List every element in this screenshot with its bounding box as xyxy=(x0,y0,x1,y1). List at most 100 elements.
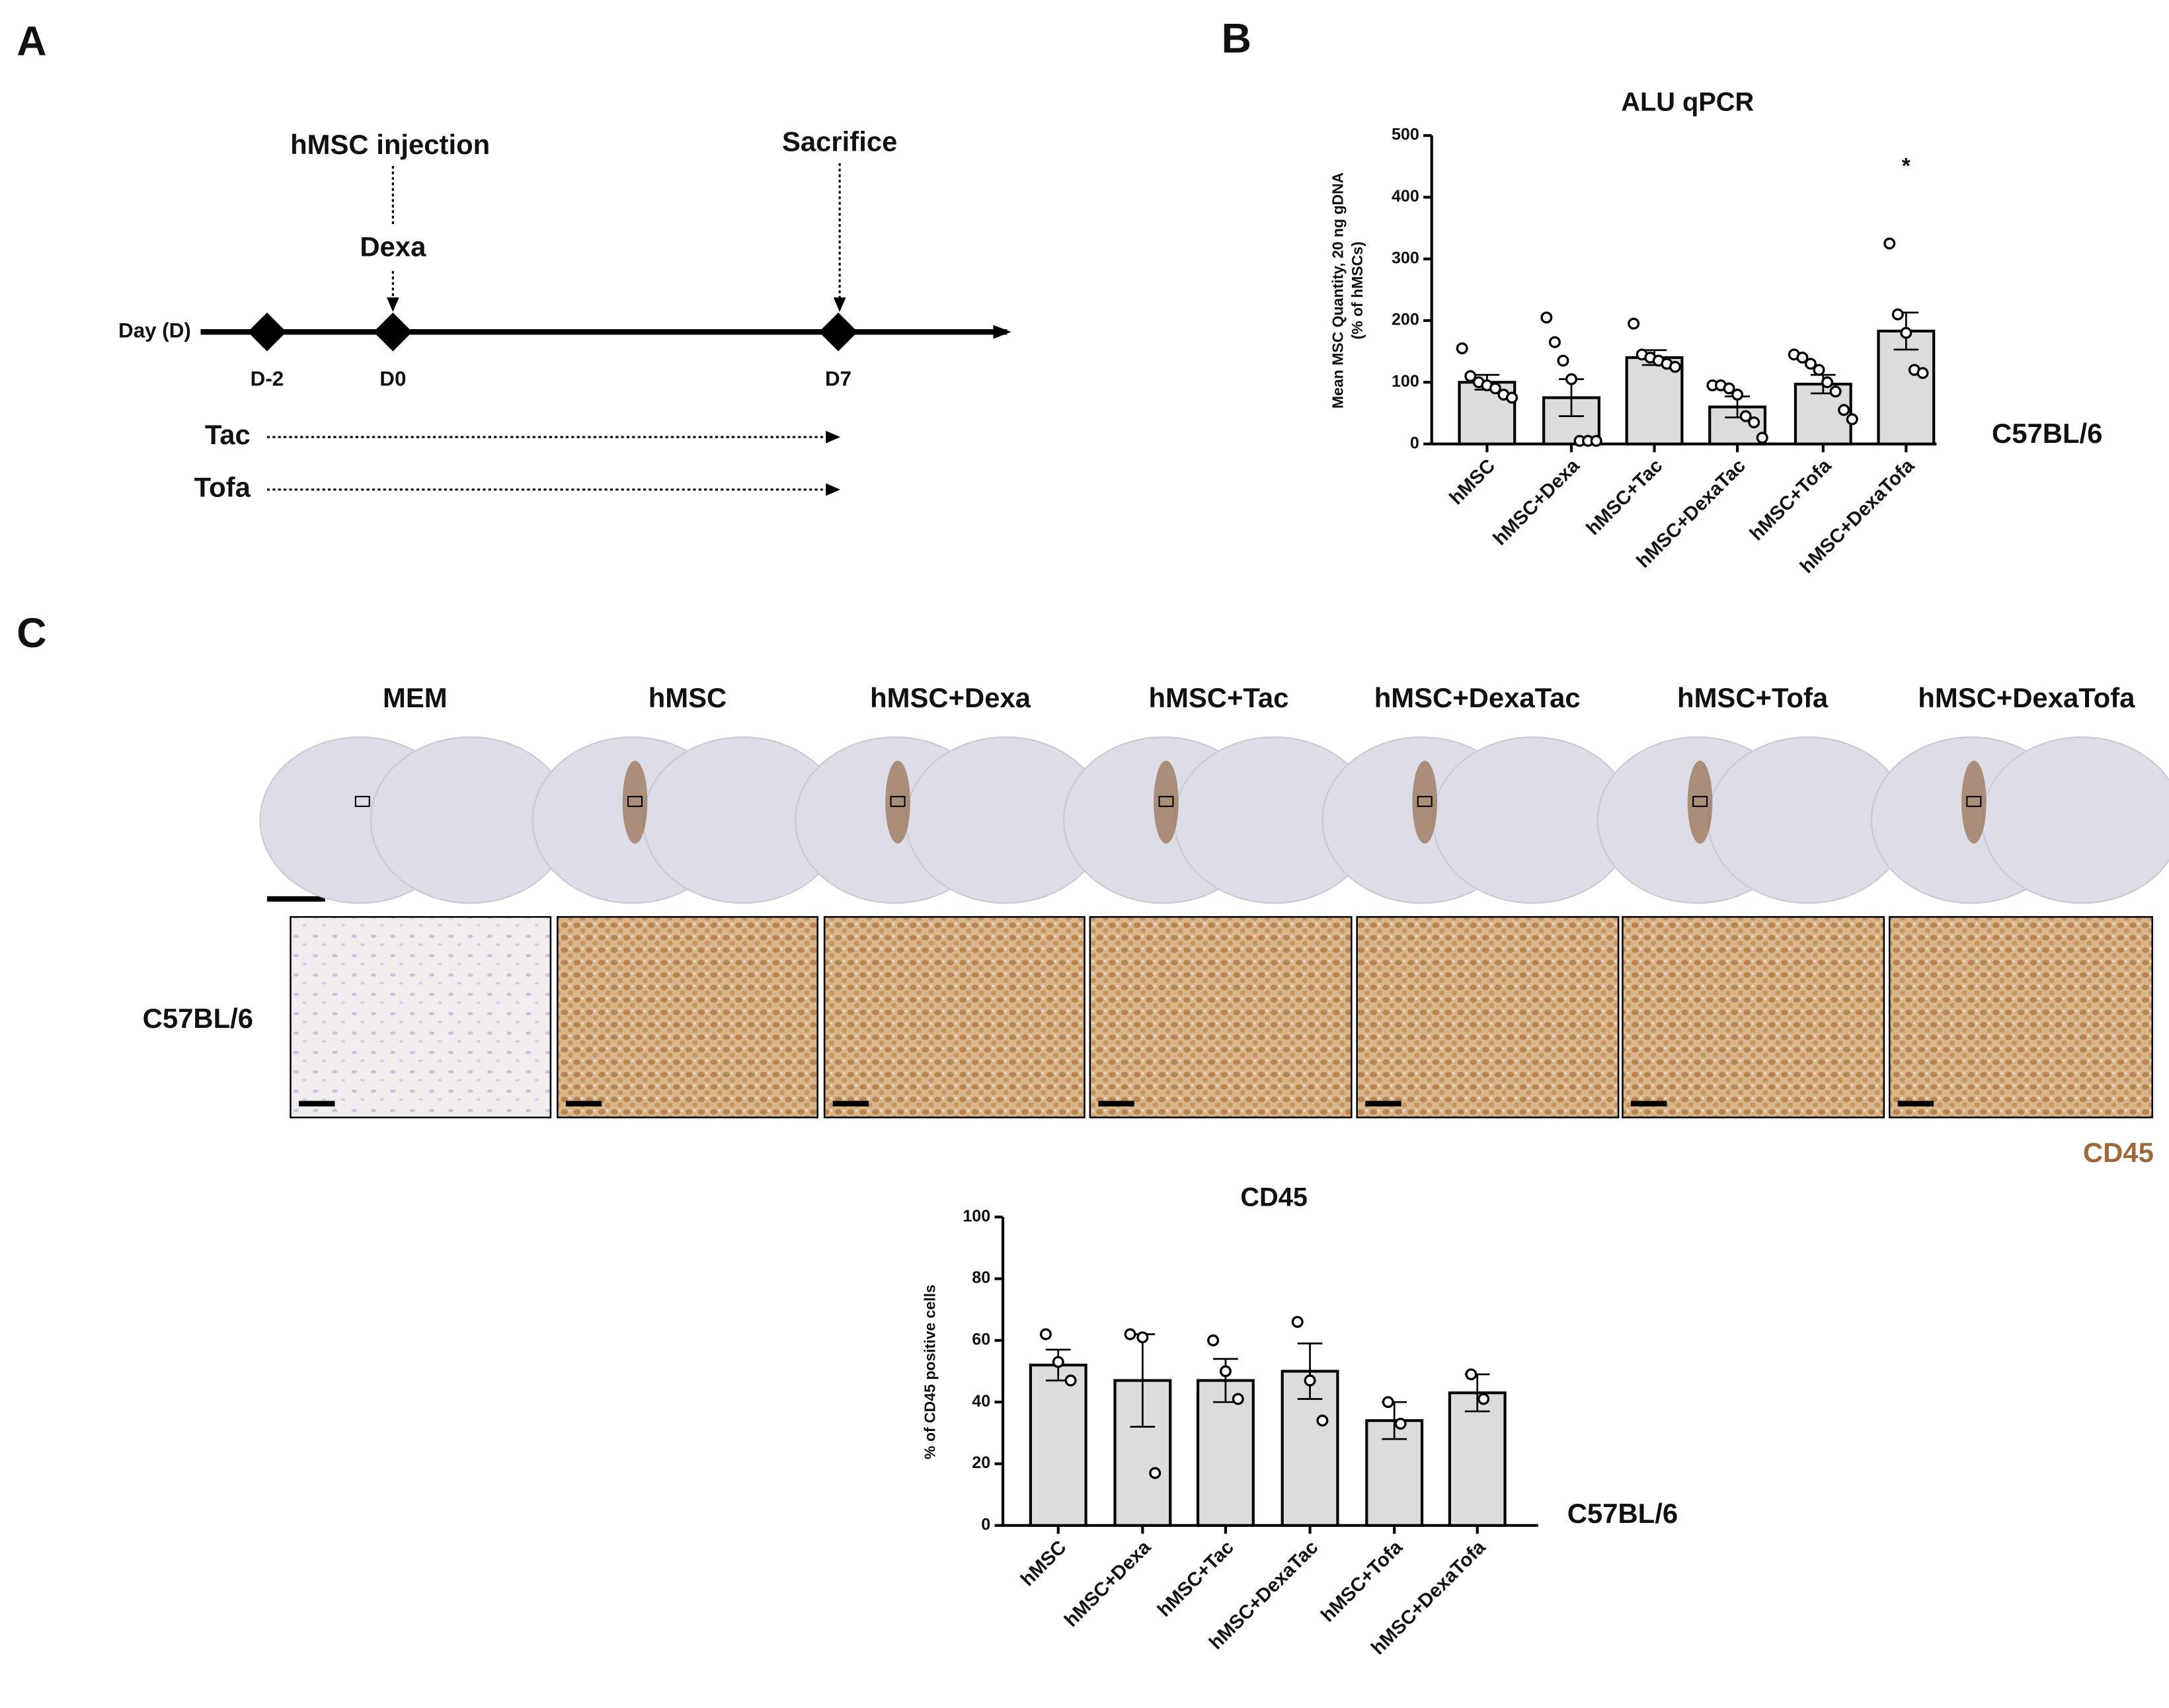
chart-title: CD45 xyxy=(1240,1183,1308,1212)
treatment-label: Tac xyxy=(205,419,251,450)
x-tick-label: hMSC+Tofa xyxy=(1745,455,1836,545)
data-point xyxy=(1590,434,1602,447)
y-axis-label: % of CD45 positive cells xyxy=(921,1284,938,1459)
significance-label: * xyxy=(1902,154,1911,178)
column-header: MEM xyxy=(383,682,448,713)
data-point xyxy=(1064,1374,1077,1387)
micrograph xyxy=(1089,915,1353,1118)
y-tick-label: 200 xyxy=(1392,311,1419,329)
column-header: hMSC+Tofa xyxy=(1677,682,1829,713)
y-tick-label: 300 xyxy=(1392,249,1419,267)
y-tick-label: 20 xyxy=(972,1454,990,1472)
day-marker xyxy=(247,312,287,352)
data-point xyxy=(1316,1415,1329,1427)
injection-site xyxy=(1687,760,1713,844)
data-point xyxy=(1796,351,1809,364)
day-label: D-2 xyxy=(251,368,284,391)
y-tick-label: 400 xyxy=(1392,187,1419,206)
column-header: hMSC+DexaTofa xyxy=(1918,682,2135,713)
day-label: D7 xyxy=(825,368,851,391)
chart-title: ALU qPCR xyxy=(1621,87,1754,116)
x-tick-label: hMSC+Dexa xyxy=(1060,1536,1156,1631)
y-tick-label: 500 xyxy=(1392,126,1419,144)
micrograph xyxy=(290,915,552,1118)
event-label: Sacrifice xyxy=(782,126,897,157)
region-box xyxy=(1966,796,1982,807)
day-marker xyxy=(818,312,858,352)
data-point xyxy=(1219,1365,1232,1378)
region-box xyxy=(627,796,643,807)
x-tick-label: hMSC+Dexa xyxy=(1489,455,1584,550)
data-point xyxy=(1465,1368,1478,1381)
data-point xyxy=(1232,1393,1244,1405)
y-tick-label: 80 xyxy=(972,1268,990,1287)
region-box xyxy=(890,796,906,807)
x-tick-label: hMSC+Tofa xyxy=(1317,1536,1407,1627)
column-header: hMSC+Tac xyxy=(1149,682,1289,713)
y-tick-label: 0 xyxy=(981,1515,990,1533)
data-point xyxy=(1506,391,1518,404)
x-tick-label: hMSC xyxy=(1017,1536,1071,1590)
side-label: C57BL/6 xyxy=(1992,418,2102,449)
bar xyxy=(1196,1379,1255,1527)
data-point xyxy=(1838,404,1850,416)
data-point xyxy=(1739,410,1752,422)
y-tick-label: 40 xyxy=(972,1392,990,1411)
image-grid: MEM hMSC hMSC+Dexa hMSC+Tac hMSC+DexaTac hMSC… xyxy=(259,682,2169,1118)
data-point xyxy=(1821,376,1834,389)
day-label: D0 xyxy=(379,368,406,391)
x-tick-label: hMSC+Tac xyxy=(1582,455,1667,539)
data-point xyxy=(1731,388,1744,401)
event-label: Dexa xyxy=(360,231,426,262)
data-point xyxy=(1124,1328,1136,1340)
injection-site xyxy=(1154,760,1179,844)
region-box xyxy=(1417,796,1433,807)
data-point xyxy=(1813,364,1825,376)
injection-site xyxy=(1961,760,1987,844)
column-header: hMSC xyxy=(649,682,727,713)
micrograph xyxy=(557,915,818,1118)
stain-label: CD45 xyxy=(2083,1137,2154,1168)
x-tick-label: hMSC xyxy=(1445,455,1499,509)
region-box xyxy=(354,796,370,807)
data-point xyxy=(1052,1356,1064,1368)
data-point xyxy=(1149,1467,1162,1479)
brain-section xyxy=(1981,736,2169,904)
data-point xyxy=(1900,327,1913,339)
event-label: hMSC injection xyxy=(290,129,490,160)
x-tick-label: hMSC+Tac xyxy=(1153,1536,1238,1621)
data-point xyxy=(1846,413,1858,426)
data-point xyxy=(1829,385,1842,398)
bar xyxy=(1029,1364,1087,1527)
treatment-label: Tofa xyxy=(194,472,251,503)
y-tick-label: 60 xyxy=(972,1330,990,1348)
data-point xyxy=(1669,360,1681,373)
data-point xyxy=(1489,382,1501,395)
data-point xyxy=(1464,369,1477,382)
data-point xyxy=(1548,336,1561,348)
data-point xyxy=(1565,373,1577,385)
data-point xyxy=(1891,308,1904,321)
data-point xyxy=(1883,237,1896,250)
y-tick-label: 100 xyxy=(963,1207,990,1225)
injection-site xyxy=(622,760,648,844)
y-axis-label: Mean MSC Quantity, 20 ng gDNA xyxy=(1329,173,1347,408)
panel-label: C xyxy=(17,610,46,656)
panel-label: B xyxy=(1222,15,1251,61)
column-header: hMSC+Dexa xyxy=(870,682,1031,713)
day-marker xyxy=(374,312,413,352)
y-axis-label: (% of hMSCs) xyxy=(1349,241,1366,339)
data-point xyxy=(1557,354,1569,367)
row-label: C57BL/6 xyxy=(143,1003,253,1034)
data-point xyxy=(1748,416,1760,428)
data-point xyxy=(1540,311,1553,324)
data-point xyxy=(1916,367,1929,379)
panel-label: A xyxy=(17,19,46,65)
data-point xyxy=(1478,1393,1490,1405)
region-box xyxy=(1158,796,1174,807)
micrograph xyxy=(1622,915,1885,1118)
data-point xyxy=(1382,1396,1394,1409)
data-point xyxy=(1394,1417,1407,1430)
